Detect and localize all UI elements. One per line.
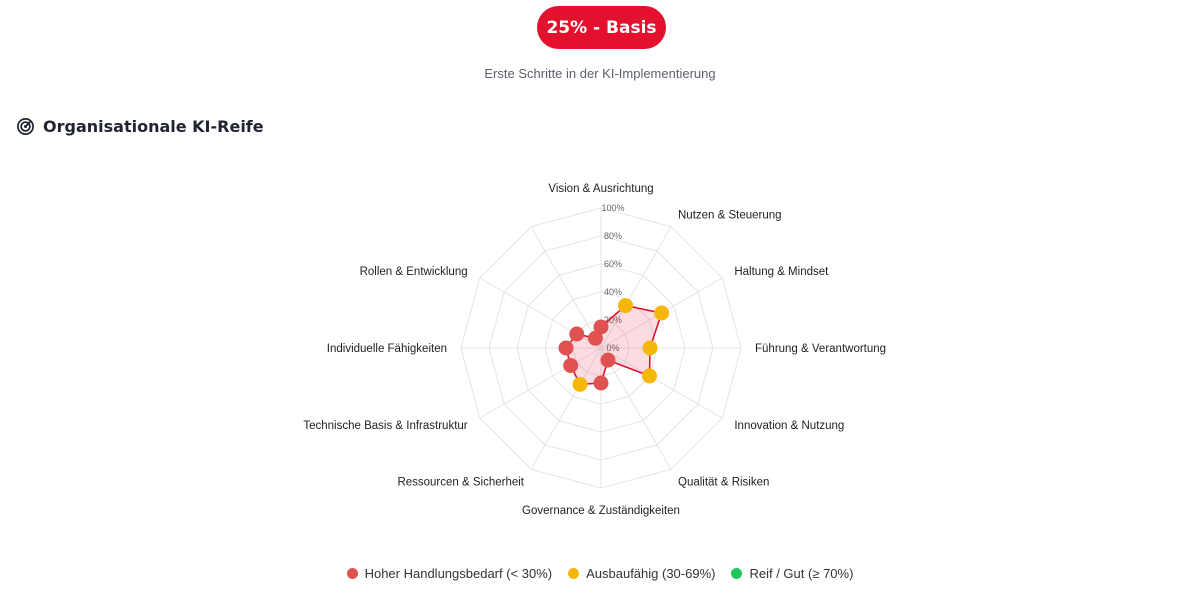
axis-label: Qualität & Risiken	[678, 476, 769, 488]
axis-label: Ressourcen & Sicherheit	[397, 476, 524, 488]
data-point	[641, 368, 657, 384]
axis-label: Individuelle Fähigkeiten	[327, 343, 447, 355]
legend-item-high[interactable]: Reif / Gut (≥ 70%)	[731, 566, 853, 581]
data-point	[572, 376, 588, 392]
tick-label: 60%	[604, 259, 622, 269]
axis-label: Governance & Zuständigkeiten	[522, 505, 680, 517]
section-title: Organisationale KI-Reife	[43, 117, 264, 136]
grid-spoke	[530, 347, 602, 470]
data-point	[558, 340, 574, 356]
grid-spoke	[600, 347, 723, 419]
data-point	[587, 330, 603, 346]
grid-spoke	[479, 347, 602, 419]
legend-label-low: Hoher Handlungsbedarf (< 30%)	[364, 566, 553, 581]
legend-dot-medium	[568, 568, 580, 579]
legend-item-low[interactable]: Hoher Handlungsbedarf (< 30%)	[346, 566, 553, 581]
maturity-badge: 25% - Basis	[537, 6, 666, 49]
tick-label: 80%	[604, 231, 622, 241]
grid-spoke	[530, 226, 602, 349]
axis-label: Technische Basis & Infrastruktur	[303, 420, 467, 432]
data-point	[569, 326, 585, 342]
tick-label: 100%	[601, 203, 624, 213]
tick-label: 40%	[604, 287, 622, 297]
legend-label-medium: Ausbaufähig (30-69%)	[586, 566, 716, 581]
legend-dot-low	[346, 568, 358, 579]
grid-spoke	[600, 226, 672, 349]
grid-spoke	[600, 347, 672, 470]
data-point	[618, 298, 633, 314]
legend-item-medium[interactable]: Ausbaufähig (30-69%)	[568, 566, 715, 581]
chart-legend: Hoher Handlungsbedarf (< 30%) Ausbaufähi…	[0, 566, 1200, 581]
data-point	[654, 305, 670, 321]
axis-label: Führung & Verantwortung	[755, 343, 886, 355]
section-header: Organisationale KI-Reife	[16, 117, 264, 136]
data-point	[563, 358, 579, 373]
axis-label: Nutzen & Steuerung	[678, 210, 782, 222]
data-point	[600, 352, 616, 368]
axis-label: Vision & Ausrichtung	[548, 183, 653, 195]
tick-label: 20%	[604, 315, 622, 325]
legend-label-high: Reif / Gut (≥ 70%)	[749, 566, 854, 581]
target-icon	[16, 117, 35, 136]
tick-label: 0%	[606, 343, 619, 353]
axis-label: Haltung & Mindset	[734, 266, 829, 278]
axis-label: Innovation & Nutzung	[734, 420, 844, 432]
axis-label: Rollen & Entwicklung	[360, 266, 468, 278]
maturity-subtitle: Erste Schritte in der KI-Implementierung	[484, 66, 716, 81]
data-point	[593, 319, 609, 335]
data-point	[593, 375, 609, 391]
data-point	[642, 340, 658, 356]
legend-dot-high	[731, 568, 743, 579]
